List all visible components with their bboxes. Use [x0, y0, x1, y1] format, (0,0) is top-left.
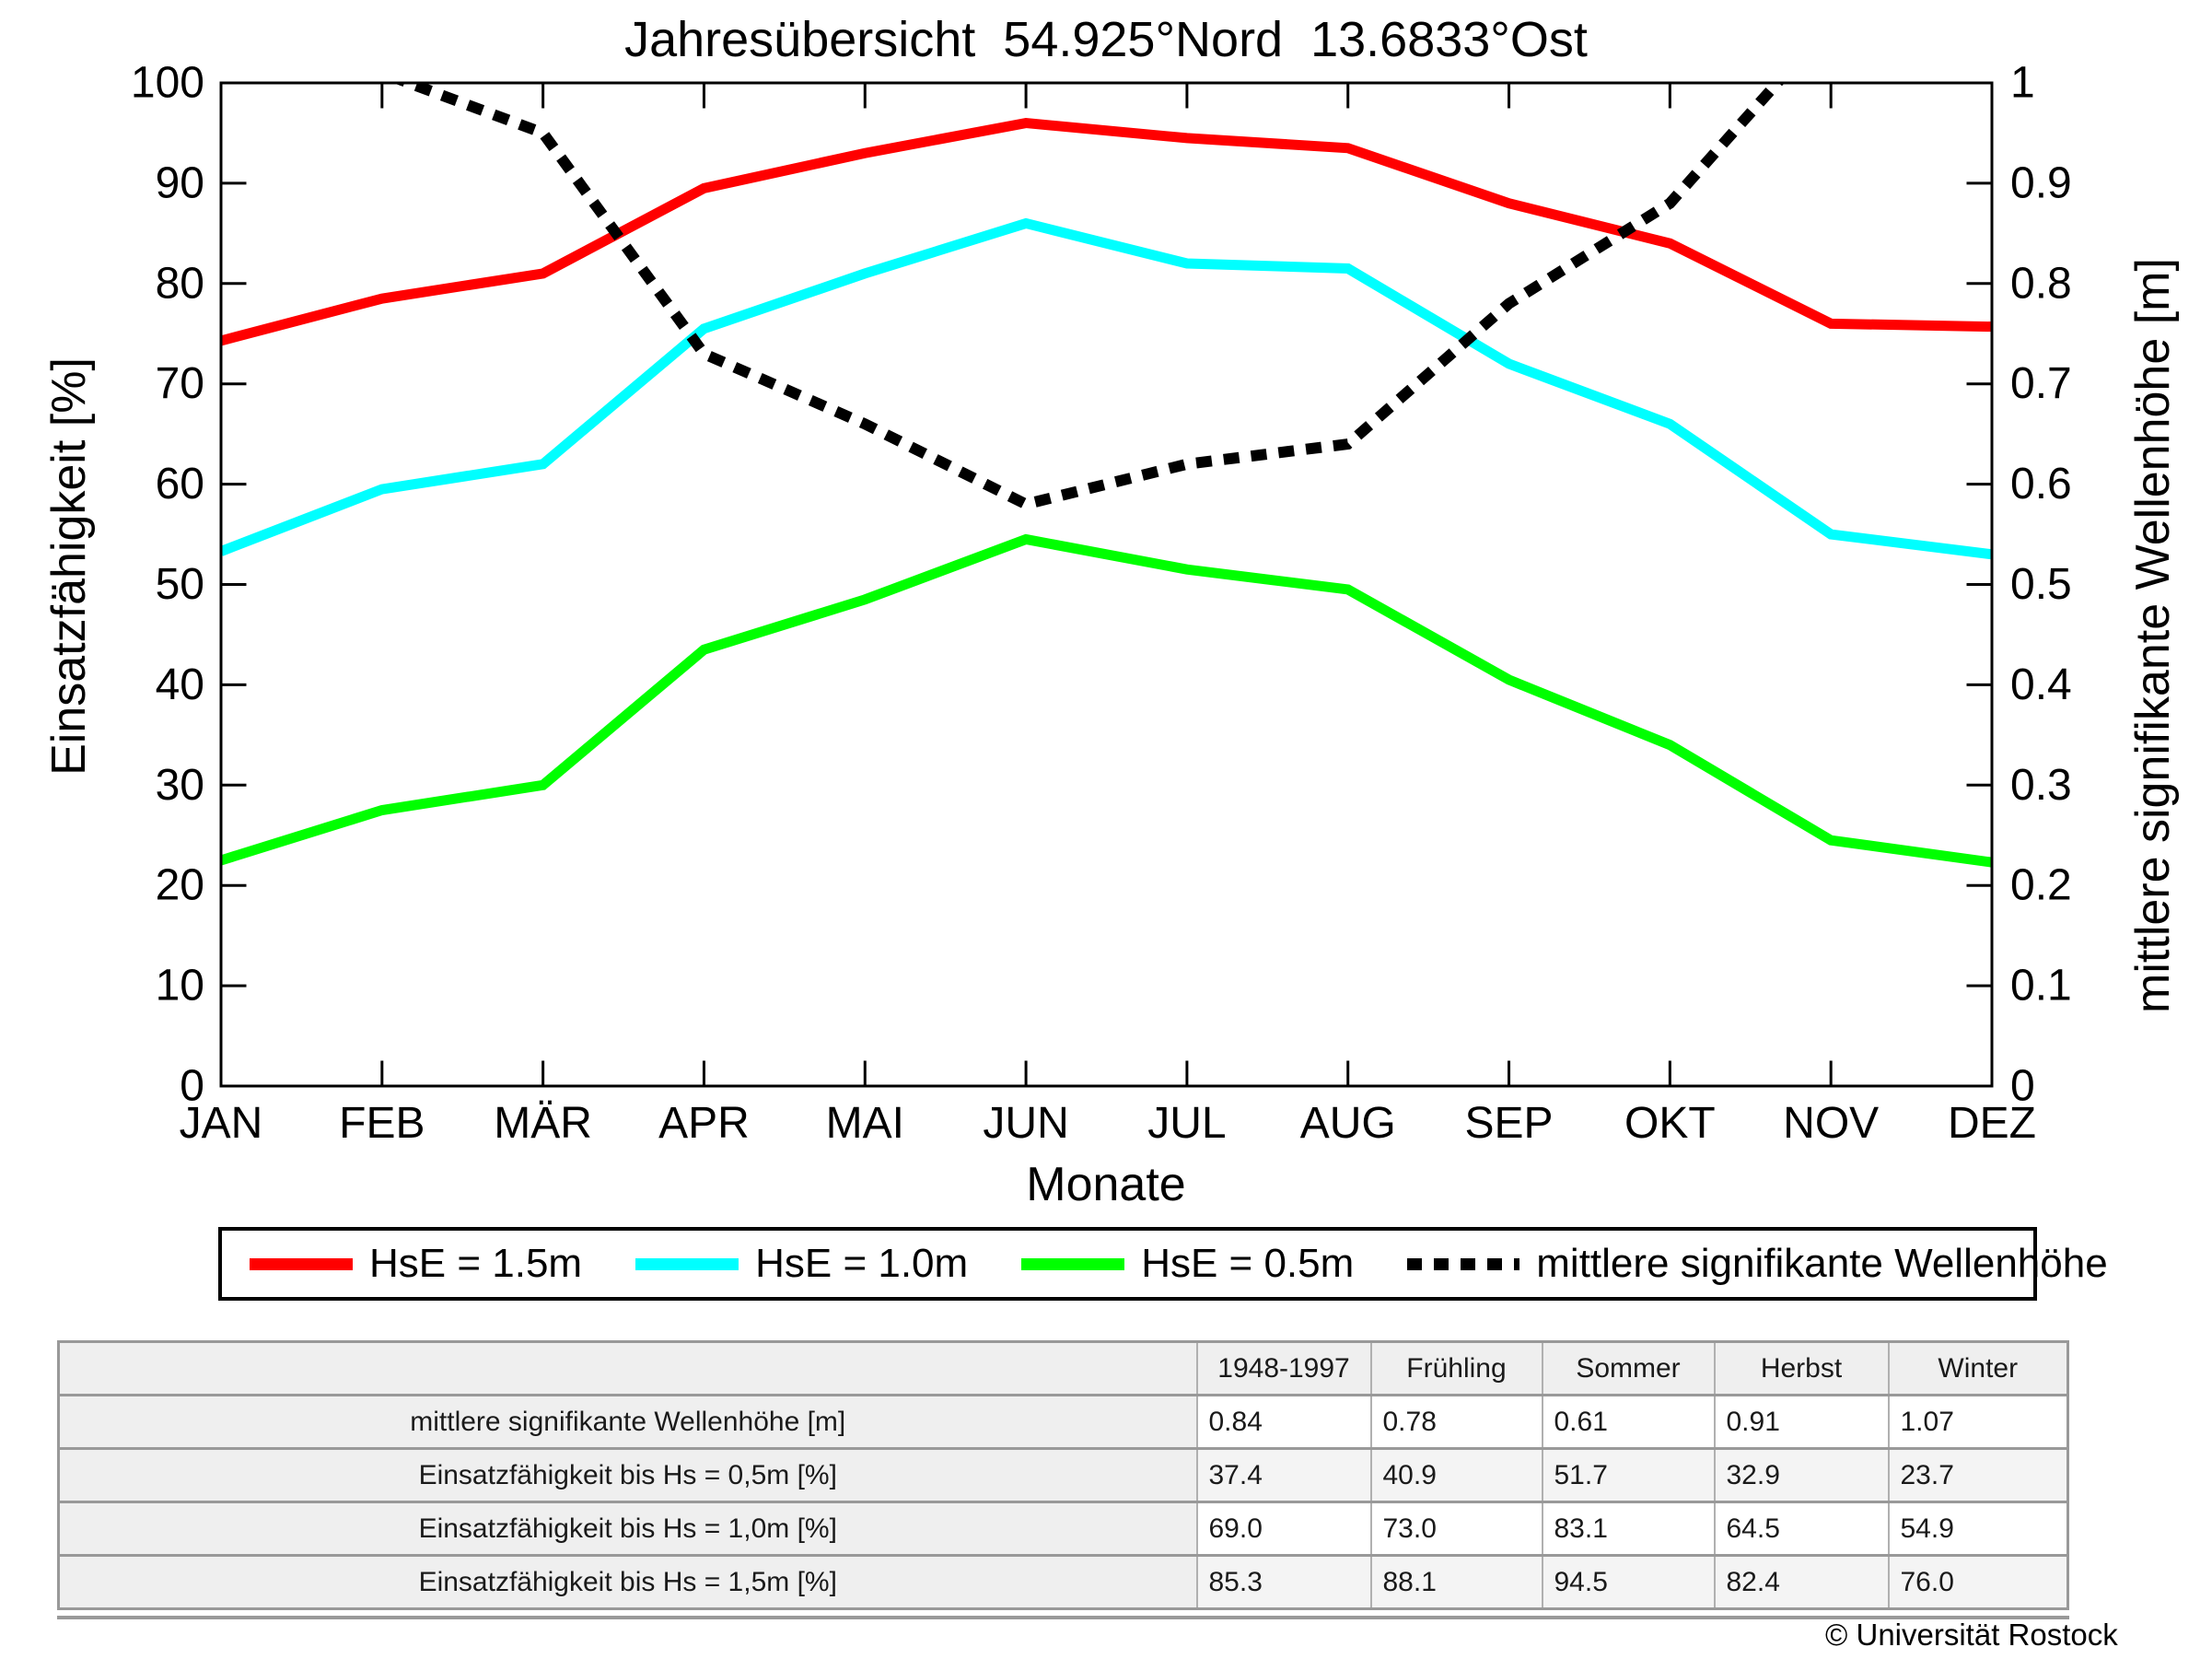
- x-tick-label: JUN: [983, 1099, 1068, 1148]
- cell-value: 32.9: [1713, 1447, 1890, 1503]
- y-left-tick-label: 70: [156, 359, 204, 408]
- y-right-tick-label: 0.1: [2010, 962, 2072, 1011]
- table-header-winter: Winter: [1887, 1340, 2069, 1396]
- y-left-tick-label: 40: [156, 660, 204, 709]
- y-left-tick-label: 50: [156, 560, 204, 609]
- cell-value: 88.1: [1369, 1554, 1543, 1610]
- series-line-mittlere-signifikante-wellenh-he: [392, 83, 1785, 510]
- cell-value: 73.0: [1369, 1501, 1543, 1557]
- table-header-spring: Frühling: [1369, 1340, 1543, 1396]
- y-left-tick-label: 20: [156, 861, 204, 910]
- y-right-tick-label: 0.6: [2010, 460, 2072, 508]
- y-right-tick-label: 1: [2010, 59, 2035, 108]
- y-left-tick-label: 30: [156, 761, 204, 810]
- y-axis-right-title: mittlere signifikante Wellenhöhe [m]: [2126, 258, 2180, 1013]
- legend-label: HsE = 1.0m: [755, 1241, 969, 1286]
- x-tick-label: SEP: [1465, 1099, 1554, 1148]
- table-row: Einsatzfähigkeit bis Hs = 1,5m [%] 85.3 …: [57, 1554, 2069, 1610]
- y-left-tick-label: 0: [180, 1062, 204, 1111]
- cell-value: 82.4: [1713, 1554, 1890, 1610]
- y-left-tick-label: 90: [156, 158, 204, 207]
- legend-item-wellenhoehe: mittlere signifikante Wellenhöhe: [1407, 1241, 2108, 1287]
- y-right-tick-label: 0.8: [2010, 259, 2072, 308]
- cell-value: 0.84: [1195, 1394, 1372, 1450]
- cell-value: 85.3: [1195, 1554, 1372, 1610]
- cell-value: 76.0: [1887, 1554, 2069, 1610]
- series-line-hse-1-5m: [221, 118, 1992, 346]
- y-right-tick-label: 0.7: [2010, 359, 2072, 408]
- table-row: Einsatzfähigkeit bis Hs = 0,5m [%] 37.4 …: [57, 1447, 2069, 1503]
- y-left-tick-label: 10: [156, 962, 204, 1011]
- x-tick-label: APR: [658, 1099, 750, 1148]
- y-left-tick-label: 80: [156, 259, 204, 308]
- table-header-empty: [57, 1340, 1198, 1396]
- legend-item-hse-0-5m: HsE = 0.5m: [1021, 1241, 1354, 1287]
- legend-line-sample-red: [250, 1257, 353, 1270]
- table-header-row: 1948-1997 Frühling Sommer Herbst Winter: [57, 1340, 2069, 1396]
- row-label: Einsatzfähigkeit bis Hs = 1,5m [%]: [57, 1554, 1198, 1610]
- cell-value: 51.7: [1541, 1447, 1716, 1503]
- x-tick-label: FEB: [339, 1099, 425, 1148]
- row-label: mittlere signifikante Wellenhöhe [m]: [57, 1394, 1198, 1450]
- y-left-tick-label: 60: [156, 460, 204, 508]
- x-tick-label: MÄR: [494, 1099, 592, 1148]
- y-right-tick-label: 0.5: [2010, 560, 2072, 609]
- y-axis-left-title: Einsatzfähigkeit [%]: [42, 357, 96, 776]
- table-header-summer: Sommer: [1541, 1340, 1716, 1396]
- legend-item-hse-1-0m: HsE = 1.0m: [635, 1241, 968, 1287]
- table-row: Einsatzfähigkeit bis Hs = 1,0m [%] 69.0 …: [57, 1501, 2069, 1557]
- cell-value: 94.5: [1541, 1554, 1716, 1610]
- x-tick-label: JAN: [180, 1099, 263, 1148]
- legend-line-sample-green: [1021, 1257, 1125, 1270]
- cell-value: 0.91: [1713, 1394, 1890, 1450]
- plot-border: [219, 81, 1994, 1088]
- table-header-autumn: Herbst: [1713, 1340, 1890, 1396]
- y-right-tick-label: 0.4: [2010, 660, 2072, 709]
- copyright-note: © Universität Rostock: [1825, 1618, 2118, 1652]
- row-label: Einsatzfähigkeit bis Hs = 0,5m [%]: [57, 1447, 1198, 1503]
- cell-value: 0.78: [1369, 1394, 1543, 1450]
- cell-value: 69.0: [1195, 1501, 1372, 1557]
- y-right-tick-label: 0: [2010, 1062, 2035, 1111]
- y-left-tick-label: 100: [131, 59, 204, 108]
- cell-value: 40.9: [1369, 1447, 1543, 1503]
- x-tick-label: JUL: [1147, 1099, 1226, 1148]
- x-axis-title: Monate: [1026, 1158, 1186, 1211]
- cell-value: 0.61: [1541, 1394, 1716, 1450]
- x-tick-label: AUG: [1300, 1099, 1396, 1148]
- cell-value: 1.07: [1887, 1394, 2069, 1450]
- cell-value: 83.1: [1541, 1501, 1716, 1557]
- y-right-tick-label: 0.2: [2010, 861, 2072, 910]
- cell-value: 37.4: [1195, 1447, 1372, 1503]
- legend-label: HsE = 1.5m: [369, 1241, 583, 1286]
- legend-line-sample-cyan: [635, 1257, 739, 1270]
- legend-label: HsE = 0.5m: [1141, 1241, 1355, 1286]
- chart-title: Jahresübersicht 54.925°Nord 13.6833°Ost: [624, 12, 1588, 67]
- x-tick-label: NOV: [1783, 1099, 1879, 1148]
- cell-value: 54.9: [1887, 1501, 2069, 1557]
- cell-value: 23.7: [1887, 1447, 2069, 1503]
- x-tick-label: OKT: [1624, 1099, 1716, 1148]
- series-line-hse-1-0m: [221, 217, 1992, 560]
- legend-item-hse-1-5m: HsE = 1.5m: [250, 1241, 582, 1287]
- y-right-tick-label: 0.9: [2010, 158, 2072, 207]
- table-row: mittlere signifikante Wellenhöhe [m] 0.8…: [57, 1394, 2069, 1450]
- series-line-hse-0-5m: [221, 533, 1992, 868]
- table-header-period: 1948-1997: [1195, 1340, 1372, 1396]
- stats-table: 1948-1997 Frühling Sommer Herbst Winter …: [57, 1340, 2069, 1610]
- legend-line-sample-dotted: [1407, 1257, 1520, 1270]
- x-tick-label: MAI: [826, 1099, 904, 1148]
- table-bottom-rule: [57, 1616, 2069, 1619]
- row-label: Einsatzfähigkeit bis Hs = 1,0m [%]: [57, 1501, 1198, 1557]
- chart-legend: HsE = 1.5m HsE = 1.0m HsE = 0.5m mittler…: [218, 1227, 2108, 1301]
- cell-value: 64.5: [1713, 1501, 1890, 1557]
- legend-label: mittlere signifikante Wellenhöhe: [1536, 1241, 2108, 1286]
- x-tick-label: DEZ: [1948, 1099, 2036, 1148]
- y-right-tick-label: 0.3: [2010, 761, 2072, 810]
